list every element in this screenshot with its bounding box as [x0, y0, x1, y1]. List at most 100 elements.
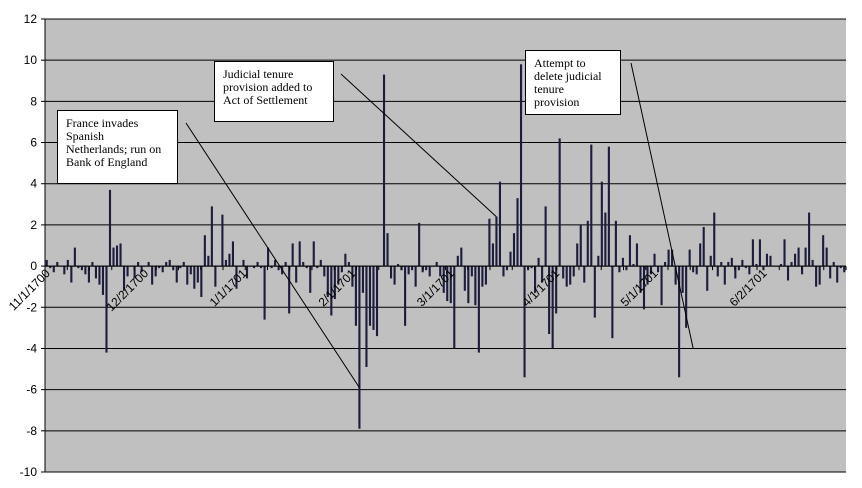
bar: [112, 247, 115, 267]
bar: [382, 74, 386, 267]
bar: [572, 266, 575, 277]
bar: [751, 239, 754, 267]
bar: [147, 261, 150, 267]
bar: [312, 241, 315, 267]
bar: [449, 266, 452, 304]
bar: [354, 266, 357, 326]
bar: [119, 243, 122, 267]
bar: [414, 266, 417, 287]
bar: [815, 266, 818, 287]
bar: [252, 266, 256, 269]
bar: [91, 261, 94, 267]
bar: [702, 226, 705, 267]
bar: [439, 266, 442, 277]
bar: [467, 266, 470, 304]
bar: [52, 266, 55, 273]
bar: [537, 257, 540, 267]
bar: [411, 266, 414, 271]
bar: [231, 241, 235, 267]
bar: [418, 222, 421, 267]
bar: [562, 266, 565, 279]
bar: [288, 266, 291, 314]
bar: [80, 266, 83, 271]
bar: [491, 243, 494, 267]
bar: [829, 266, 832, 279]
bar: [593, 266, 596, 318]
bar: [470, 266, 473, 277]
bar: [762, 266, 765, 271]
bar: [667, 249, 670, 267]
bar: [727, 261, 730, 267]
bar: [260, 266, 263, 269]
bar: [277, 266, 280, 271]
bar: [305, 266, 308, 269]
y-tick-label: -6: [26, 383, 37, 397]
bar: [210, 206, 213, 267]
bar: [765, 253, 769, 267]
bar: [646, 266, 649, 285]
bar: [319, 259, 322, 267]
bar: [203, 235, 206, 267]
bar: [151, 266, 154, 285]
bar: [843, 266, 846, 273]
bar: [706, 266, 709, 291]
bar: [228, 253, 231, 267]
bar: [393, 266, 396, 285]
bar: [386, 233, 389, 267]
bar: [404, 266, 407, 326]
bar: [221, 214, 224, 267]
bar: [84, 266, 87, 275]
bar: [140, 266, 143, 273]
y-tick-label: -8: [26, 424, 37, 438]
bar: [509, 251, 512, 267]
bar: [309, 266, 312, 293]
bar: [664, 261, 667, 267]
bar: [548, 266, 551, 335]
y-tick-label: -4: [26, 341, 37, 355]
annotation-box-france: France invades Spanish Netherlands; run …: [57, 110, 178, 184]
bar: [779, 264, 783, 267]
bar: [66, 259, 69, 267]
y-tick-label: 4: [30, 177, 37, 191]
bar: [182, 261, 185, 267]
bar: [674, 266, 677, 285]
bar: [340, 266, 343, 273]
bar: [597, 255, 600, 267]
bar: [77, 266, 80, 269]
bar: [569, 266, 572, 285]
bar: [818, 266, 821, 285]
bar: [263, 266, 266, 320]
bar: [186, 266, 189, 285]
bar: [839, 266, 842, 269]
bar: [632, 264, 635, 267]
bar: [477, 266, 480, 353]
bar: [614, 220, 617, 267]
plot-area: [45, 19, 846, 472]
bar: [709, 255, 712, 267]
bar: [579, 224, 582, 267]
bar: [836, 266, 839, 283]
bar: [158, 266, 161, 269]
bar: [453, 266, 456, 349]
bar: [365, 266, 368, 367]
y-tick-label: 6: [30, 136, 37, 150]
bar: [295, 266, 298, 283]
y-tick-label: 12: [24, 12, 38, 26]
bar: [298, 241, 301, 267]
bar: [660, 266, 663, 306]
annotation-leader-line: [630, 62, 694, 349]
bar: [808, 212, 811, 267]
bar: [137, 261, 140, 267]
bar: [534, 266, 537, 293]
bar: [505, 266, 509, 271]
bar: [323, 266, 326, 277]
bar: [207, 255, 210, 267]
bar: [590, 144, 593, 267]
annotation-box-attempt-delete: Attempt to delete judicial tenure provis…: [525, 50, 621, 115]
bar: [720, 261, 723, 267]
bar: [245, 266, 249, 279]
bar: [748, 266, 751, 275]
bar: [165, 261, 168, 267]
bar: [797, 247, 800, 267]
bar: [635, 243, 639, 267]
